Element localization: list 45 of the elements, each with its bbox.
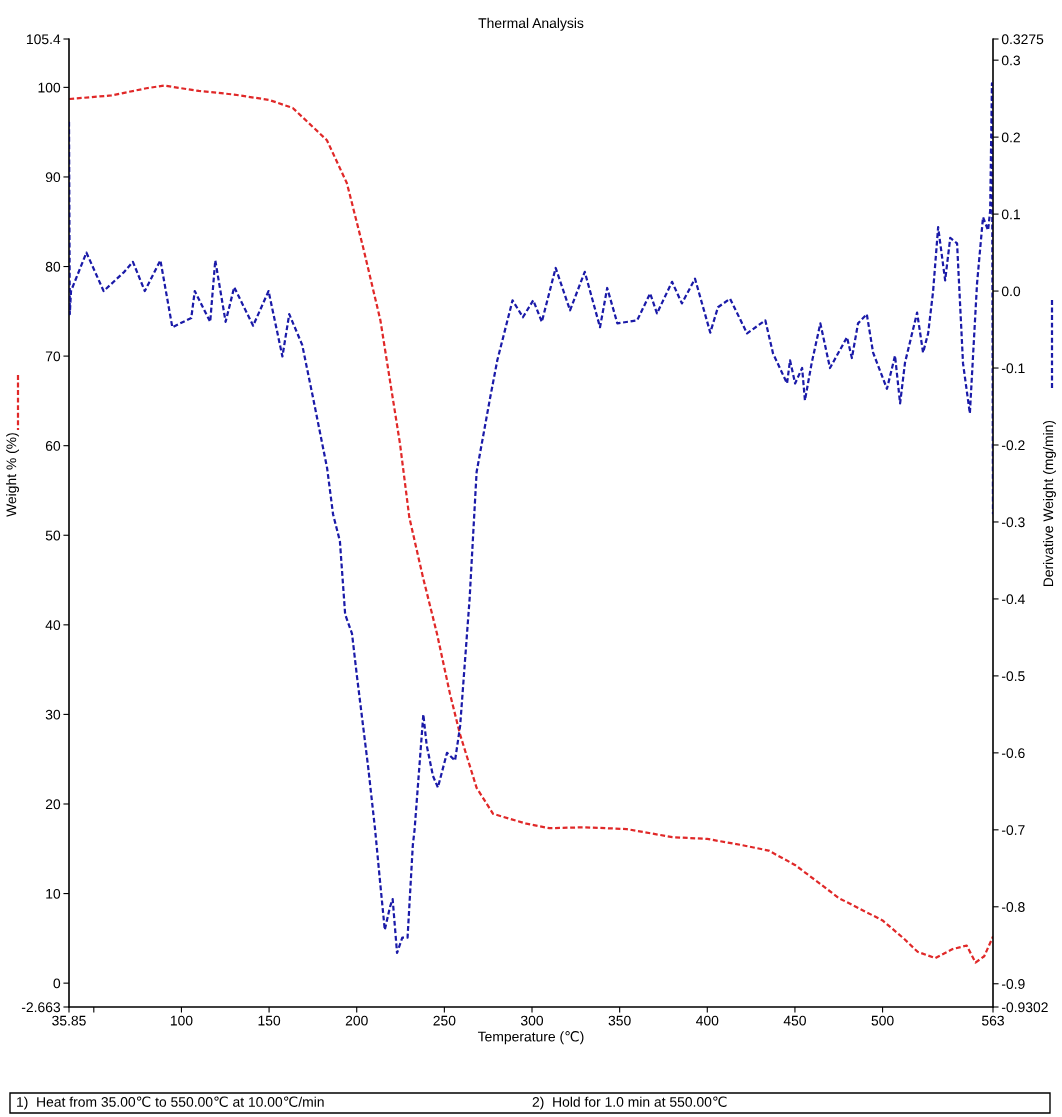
- x-tick-label: 200: [345, 1015, 368, 1026]
- y2-axis-title: Derivative Weight (mg/min): [1043, 420, 1056, 587]
- x-tick-label: 300: [520, 1015, 544, 1026]
- y-tick-label: 10: [46, 888, 61, 899]
- y-tick-label: 40: [45, 620, 61, 631]
- x-tick-label: 35.85: [52, 1015, 86, 1026]
- x-tick-label: 400: [696, 1015, 719, 1026]
- x-tick-label: 500: [871, 1015, 894, 1026]
- y2-tick-label: 0.3: [1001, 55, 1021, 66]
- y2-tick-label: -0.1: [1001, 363, 1025, 374]
- x-tick-label: 100: [170, 1015, 193, 1026]
- y-tick-label: 0: [53, 978, 61, 989]
- y-tick-label: 100: [38, 82, 61, 93]
- y-axis-title: Weight % (%): [6, 433, 19, 517]
- y-tick-label: 50: [45, 530, 61, 541]
- y2-tick-label: -0.5: [1001, 671, 1025, 682]
- y2-tick-label: 0.0: [1001, 286, 1021, 297]
- y2-tick-label: -0.3: [1001, 517, 1025, 528]
- y2-tick-label: -0.8: [1001, 902, 1025, 912]
- x-tick-label: 450: [783, 1015, 806, 1026]
- y-tick-label: 60: [45, 441, 61, 451]
- y2-tick-label: -0.9302: [1001, 1002, 1048, 1013]
- x-tick-label: 350: [608, 1015, 631, 1026]
- text: 2) Hold for 1.0 min at 550.00℃: [532, 1096, 727, 1110]
- x-tick-label: 563: [981, 1015, 1004, 1026]
- y-tick-label: 80: [45, 261, 61, 272]
- y-tick-label: -2.663: [21, 1002, 61, 1013]
- y2-tick-label: -0.4: [1001, 594, 1025, 605]
- y2-tick-label: 0.2: [1001, 132, 1020, 143]
- x-tick-label: 150: [258, 1015, 281, 1026]
- y2-tick-label: 0.3275: [1001, 34, 1044, 45]
- y2-tick-label: 0.1: [1001, 209, 1020, 220]
- y-tick-label: 105.4: [26, 34, 61, 45]
- y-tick-label: 20: [45, 799, 61, 810]
- text: 1) Heat from 35.00℃ to 550.00℃ at 10.00℃/min: [17, 1096, 324, 1110]
- y2-tick-label: -0.2: [1001, 440, 1025, 451]
- y-tick-label: 90: [45, 172, 61, 183]
- y-tick-label: 70: [45, 351, 61, 362]
- x-tick-label: 250: [433, 1015, 456, 1026]
- y2-tick-label: -0.7: [1001, 825, 1025, 835]
- y-tick-label: 30: [45, 709, 61, 720]
- y2-tick-label: -0.9: [1001, 979, 1025, 989]
- y2-tick-label: -0.6: [1001, 748, 1025, 759]
- x-axis-title: Temperature (℃): [477, 1031, 584, 1045]
- chart-title: Thermal Analysis: [478, 17, 584, 31]
